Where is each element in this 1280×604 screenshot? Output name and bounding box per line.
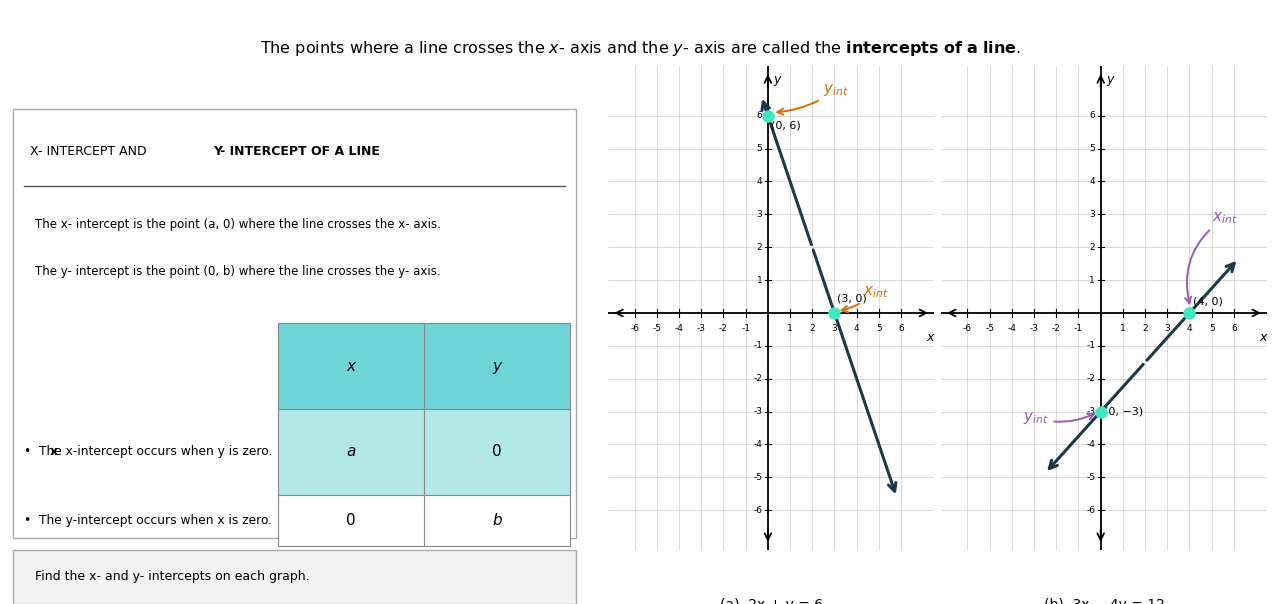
Text: 2: 2 (756, 243, 763, 252)
Text: -1: -1 (1074, 324, 1083, 333)
Text: -3: -3 (1087, 407, 1096, 416)
Text: 0: 0 (493, 445, 502, 459)
Text: x: x (346, 359, 356, 373)
Text: 6: 6 (1231, 324, 1236, 333)
Text: 6: 6 (899, 324, 904, 333)
Text: The points where a line crosses the $x$- axis and the $y$- axis are called the $: The points where a line crosses the $x$-… (260, 39, 1020, 58)
Text: 2: 2 (809, 324, 815, 333)
Text: Find the x- and y- intercepts on each graph.: Find the x- and y- intercepts on each gr… (36, 570, 310, 583)
Text: -5: -5 (754, 473, 763, 482)
Text: -4: -4 (754, 440, 763, 449)
Text: X- INTERCEPT AND: X- INTERCEPT AND (29, 145, 155, 158)
Text: 5: 5 (1208, 324, 1215, 333)
Text: -5: -5 (986, 324, 995, 333)
Text: 1: 1 (787, 324, 792, 333)
Text: y: y (773, 73, 781, 86)
Text: 5: 5 (756, 144, 763, 153)
Text: 1: 1 (1120, 324, 1125, 333)
Text: $x_{int}$: $x_{int}$ (841, 284, 890, 312)
Text: 4: 4 (854, 324, 859, 333)
Text: 4: 4 (756, 177, 763, 186)
Text: 4: 4 (1089, 177, 1096, 186)
Text: -6: -6 (1087, 506, 1096, 515)
Text: (b)  3x − 4y = 12: (b) 3x − 4y = 12 (1043, 598, 1165, 604)
Text: -5: -5 (1087, 473, 1096, 482)
Text: $y_{int}$: $y_{int}$ (1023, 411, 1094, 426)
Text: 3: 3 (756, 210, 763, 219)
Text: -2: -2 (719, 324, 728, 333)
Text: 2: 2 (1142, 324, 1148, 333)
Text: -6: -6 (630, 324, 639, 333)
Text: -3: -3 (696, 324, 705, 333)
Text: -5: -5 (653, 324, 662, 333)
Text: -1: -1 (741, 324, 750, 333)
Text: 0: 0 (346, 513, 356, 528)
Text: The x- intercept is the point (a, 0) where the line crosses the x- axis.: The x- intercept is the point (a, 0) whe… (36, 218, 442, 231)
Text: -1: -1 (754, 341, 763, 350)
Text: a: a (346, 445, 356, 459)
Text: y: y (1106, 73, 1114, 86)
Text: y: y (493, 359, 502, 373)
Text: $x_{int}$: $x_{int}$ (1185, 210, 1238, 303)
Text: 5: 5 (876, 324, 882, 333)
Text: 5: 5 (1089, 144, 1096, 153)
Text: -3: -3 (1029, 324, 1038, 333)
Text: -4: -4 (675, 324, 684, 333)
Text: The y- intercept is the point (0, b) where the line crosses the y- axis.: The y- intercept is the point (0, b) whe… (36, 265, 440, 278)
Text: Y- INTERCEPT OF A LINE: Y- INTERCEPT OF A LINE (212, 145, 380, 158)
Text: •  The y-intercept occurs when x is zero.: • The y-intercept occurs when x is zero. (24, 514, 273, 527)
Text: (a)  2x + y = 6: (a) 2x + y = 6 (719, 598, 823, 604)
Text: -1: -1 (1087, 341, 1096, 350)
Text: x: x (50, 445, 58, 458)
Text: •  The x-intercept occurs when y is zero.: • The x-intercept occurs when y is zero. (24, 445, 273, 458)
Text: 3: 3 (1165, 324, 1170, 333)
Text: 1: 1 (1089, 275, 1096, 284)
Text: (4, 0): (4, 0) (1193, 297, 1222, 307)
Text: -3: -3 (754, 407, 763, 416)
Text: -4: -4 (1087, 440, 1096, 449)
Text: -6: -6 (754, 506, 763, 515)
Text: 3: 3 (832, 324, 837, 333)
Text: x: x (1260, 331, 1266, 344)
Text: -6: -6 (963, 324, 972, 333)
Text: $y_{int}$: $y_{int}$ (777, 82, 849, 115)
Text: 6: 6 (756, 111, 763, 120)
Text: 4: 4 (1187, 324, 1192, 333)
Bar (278, 323, 571, 409)
Text: (0, −3): (0, −3) (1103, 407, 1143, 417)
Text: 1: 1 (756, 275, 763, 284)
Text: (0, 6): (0, 6) (771, 121, 801, 131)
Text: -2: -2 (1087, 374, 1096, 383)
Bar (278, 409, 571, 495)
Text: 2: 2 (1089, 243, 1096, 252)
Text: (3, 0): (3, 0) (837, 294, 867, 303)
Text: 6: 6 (1089, 111, 1096, 120)
Bar (278, 495, 571, 546)
Text: b: b (493, 513, 502, 528)
Text: 3: 3 (1089, 210, 1096, 219)
Text: -2: -2 (754, 374, 763, 383)
Text: x: x (927, 331, 933, 344)
Text: -2: -2 (1052, 324, 1061, 333)
Text: -4: -4 (1007, 324, 1016, 333)
